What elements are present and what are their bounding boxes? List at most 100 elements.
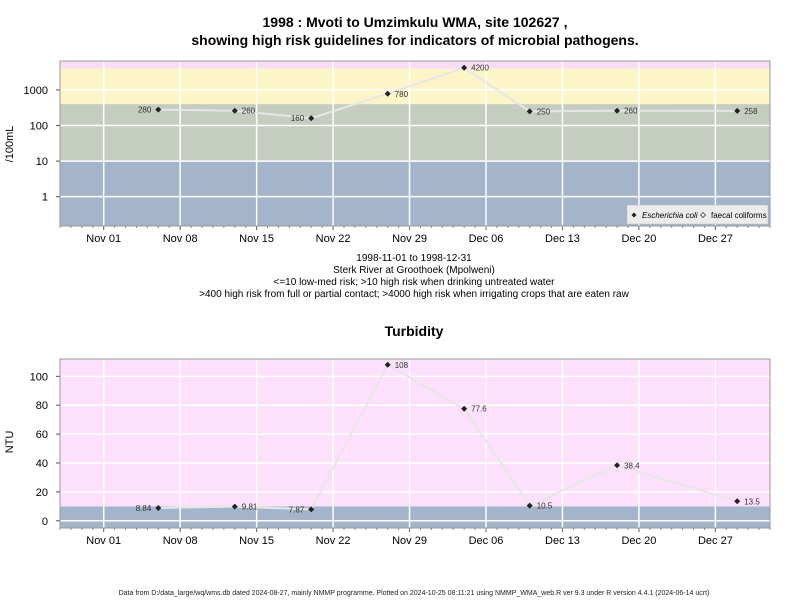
legend-label-faecal-coliforms: faecal coliforms — [711, 211, 767, 220]
data-label: 280 — [138, 106, 152, 115]
risk-band-2 — [60, 68, 770, 105]
data-point — [526, 108, 533, 115]
y-tick-label: 20 — [36, 487, 48, 499]
x-tick-label: Dec 27 — [698, 535, 733, 547]
x-tick-label: Dec 27 — [698, 233, 733, 245]
data-labels: 280 260 160 780 4200 250 260 258 — [138, 64, 758, 123]
data-point — [155, 106, 162, 113]
data-label: 8.84 — [136, 504, 152, 513]
data-point — [231, 107, 238, 114]
x-tick-label: Dec 20 — [621, 535, 656, 547]
turbidity-title: Turbidity — [385, 323, 444, 339]
legend-marker-open-diamond — [700, 212, 706, 218]
y-axis-label: NTU — [4, 431, 16, 454]
data-label: 160 — [291, 114, 305, 123]
data-point — [384, 90, 391, 97]
data-label: 7.87 — [289, 505, 305, 514]
data-labels: 8.84 9.81 7.87 108 77.6 10.5 38.4 13.5 — [136, 361, 761, 515]
data-point — [734, 107, 741, 114]
x-tick-label: Nov 08 — [163, 535, 198, 547]
y-tick-label: 40 — [36, 458, 48, 470]
legend-marker-filled-diamond — [631, 212, 637, 218]
x-axis-ticks: Nov 01 Nov 08 Nov 15 Nov 22 Nov 29 Dec 06 Dec … — [59, 226, 771, 245]
x-tick-label: Nov 29 — [392, 233, 427, 245]
y-axis-ticks: 1 10 100 1000 — [24, 85, 60, 204]
data-point — [461, 405, 468, 412]
x-tick-label: Nov 15 — [239, 535, 274, 547]
data-point — [461, 64, 468, 71]
data-point — [614, 107, 621, 114]
data-point — [526, 502, 533, 509]
x-tick-label: Nov 08 — [163, 233, 198, 245]
series-polyline — [158, 66, 738, 120]
data-label: 13.5 — [744, 497, 760, 506]
risk-band-0 — [60, 506, 770, 528]
risk-bands — [60, 359, 770, 528]
x-tick-label: Nov 29 — [392, 535, 427, 547]
data-label: 250 — [537, 107, 551, 116]
data-label: 4200 — [471, 64, 489, 73]
risk-band-1 — [60, 104, 770, 162]
x-tick-label: Dec 13 — [545, 233, 580, 245]
chart-title: 1998 : Mvoti to Umzimkulu WMA, site 1026… — [263, 14, 568, 30]
footer-note: Data from D:/data_large/wq/wms.db dated … — [119, 590, 710, 597]
legend-label-ecoli: Escherichia coli — [642, 211, 698, 220]
microbial-panel: 1998 : Mvoti to Umzimkulu WMA, site 1026… — [4, 14, 771, 300]
legend-box — [626, 204, 769, 225]
plot-frame — [59, 60, 771, 227]
site-name-note: Sterk River at Groothoek (Mpolweni) — [333, 265, 495, 276]
chart-subtitle: showing high risk guidelines for indicat… — [191, 32, 638, 48]
x-tick-label: Dec 20 — [621, 233, 656, 245]
data-point — [384, 361, 391, 368]
drinking-risk-note: <=10 low-med risk; >10 high risk when dr… — [274, 277, 556, 288]
x-tick-label: Nov 22 — [316, 233, 351, 245]
plot-frame — [59, 358, 771, 529]
y-tick-label: 60 — [36, 429, 48, 441]
date-range-note: 1998-11-01 to 1998-12-31 — [356, 253, 472, 264]
data-label: 260 — [242, 107, 256, 116]
series-polyline — [158, 363, 738, 511]
data-label: 108 — [395, 361, 409, 370]
y-tick-label: 100 — [30, 371, 48, 383]
data-label: 260 — [624, 107, 638, 116]
risk-band-3 — [60, 61, 770, 69]
data-label: 9.81 — [242, 503, 258, 512]
y-tick-label: 80 — [36, 400, 48, 412]
contact-risk-note: >400 high risk from full or partial cont… — [199, 289, 629, 300]
series-line — [158, 66, 738, 120]
x-tick-label: Dec 13 — [545, 535, 580, 547]
data-label: 10.5 — [537, 502, 553, 511]
data-points — [155, 361, 741, 513]
y-tick-label: 1000 — [24, 85, 48, 97]
x-axis-ticks: Nov 01 Nov 08 Nov 15 Nov 22 Nov 29 Dec 06 Dec … — [59, 528, 771, 547]
grid-lines — [60, 61, 770, 226]
legend: Escherichia coli faecal coliforms — [626, 204, 769, 225]
data-point — [614, 462, 621, 469]
data-point — [308, 506, 315, 513]
series-line — [158, 363, 738, 511]
x-tick-label: Nov 22 — [316, 535, 351, 547]
turbidity-panel: Turbidity 8.84 9.81 7.87 108 77.6 10.5 38.4 13.… — [4, 323, 771, 547]
data-point — [155, 505, 162, 512]
y-tick-label: 1 — [42, 192, 48, 204]
x-tick-label: Nov 01 — [86, 535, 121, 547]
x-tick-label: Nov 01 — [86, 233, 121, 245]
y-tick-label: 100 — [30, 121, 48, 133]
x-tick-label: Nov 15 — [239, 233, 274, 245]
x-tick-label: Dec 06 — [469, 233, 504, 245]
y-axis-label: /100mL — [4, 126, 16, 163]
data-points — [155, 64, 741, 122]
data-label: 258 — [744, 107, 758, 116]
y-axis-ticks: 0 20 40 60 80 100 — [30, 371, 60, 528]
y-tick-label: 10 — [36, 156, 48, 168]
risk-band-1 — [60, 359, 770, 507]
data-label: 38.4 — [624, 461, 640, 470]
data-point — [734, 498, 741, 505]
grid-lines — [60, 359, 770, 528]
risk-bands — [60, 61, 770, 226]
y-tick-label: 0 — [42, 516, 48, 528]
data-label: 77.6 — [471, 405, 487, 414]
data-point — [231, 503, 238, 510]
x-tick-label: Dec 06 — [469, 535, 504, 547]
